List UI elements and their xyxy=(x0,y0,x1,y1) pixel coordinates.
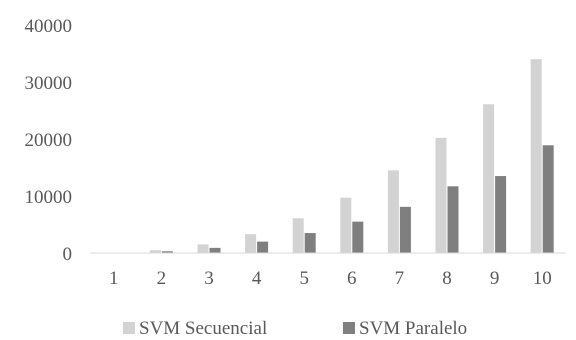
bar-secuencial xyxy=(292,218,304,253)
y-tick-label: 30000 xyxy=(25,73,73,94)
bar-paralelo xyxy=(304,233,316,253)
bar-paralelo xyxy=(257,241,269,253)
bar-paralelo xyxy=(209,247,221,253)
x-tick-label: 7 xyxy=(395,268,405,289)
y-tick-label: 40000 xyxy=(25,16,73,37)
x-tick-label: 4 xyxy=(252,268,262,289)
bar-secuencial xyxy=(435,137,447,253)
bar-secuencial xyxy=(387,170,399,253)
x-tick-label: 8 xyxy=(442,268,452,289)
bar-paralelo xyxy=(542,145,554,253)
bar-secuencial xyxy=(149,250,161,253)
bar-secuencial xyxy=(197,244,209,253)
x-tick-label: 10 xyxy=(533,268,552,289)
y-axis-ticks: 0 10000 20000 30000 40000 xyxy=(25,16,73,265)
legend-label: SVM Secuencial xyxy=(139,318,267,339)
legend: SVM Secuencial SVM Paralelo xyxy=(123,318,467,339)
x-tick-label: 6 xyxy=(347,268,357,289)
x-tick-label: 5 xyxy=(299,268,309,289)
bar-secuencial xyxy=(530,59,542,254)
bar-paralelo xyxy=(161,251,173,253)
y-tick-label: 20000 xyxy=(25,130,73,151)
x-axis-ticks: 1 2 3 4 5 6 7 8 9 10 xyxy=(109,268,552,289)
x-tick-label: 3 xyxy=(204,268,214,289)
x-tick-label: 2 xyxy=(157,268,167,289)
bar-paralelo xyxy=(447,186,459,253)
bar-secuencial xyxy=(245,234,257,253)
bar-paralelo xyxy=(495,176,507,253)
legend-label: SVM Paralelo xyxy=(359,318,467,339)
x-tick-label: 9 xyxy=(490,268,500,289)
y-tick-label: 10000 xyxy=(25,187,73,208)
bar-paralelo xyxy=(399,206,411,253)
bar-secuencial xyxy=(483,104,495,253)
legend-swatch xyxy=(123,322,135,334)
y-tick-label: 0 xyxy=(63,244,73,265)
x-tick-label: 1 xyxy=(109,268,119,289)
legend-swatch xyxy=(343,322,355,334)
bar-paralelo xyxy=(352,221,364,253)
bar-secuencial xyxy=(340,197,352,253)
bars xyxy=(102,59,554,254)
